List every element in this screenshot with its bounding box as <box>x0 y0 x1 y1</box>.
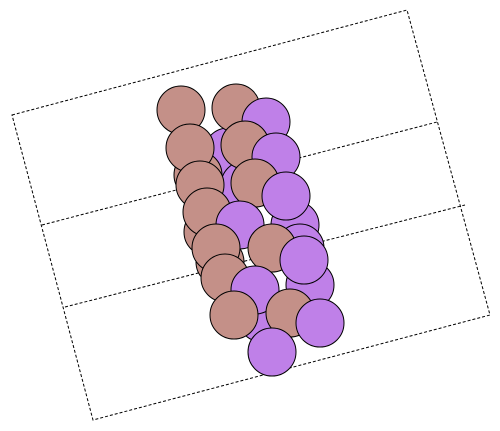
atom <box>247 327 297 377</box>
atom <box>209 290 259 340</box>
atom <box>295 298 345 348</box>
cell-outline <box>11 9 491 421</box>
atoms <box>156 83 345 377</box>
atom <box>279 235 329 285</box>
atom <box>261 171 311 221</box>
cell-divider <box>41 121 438 226</box>
